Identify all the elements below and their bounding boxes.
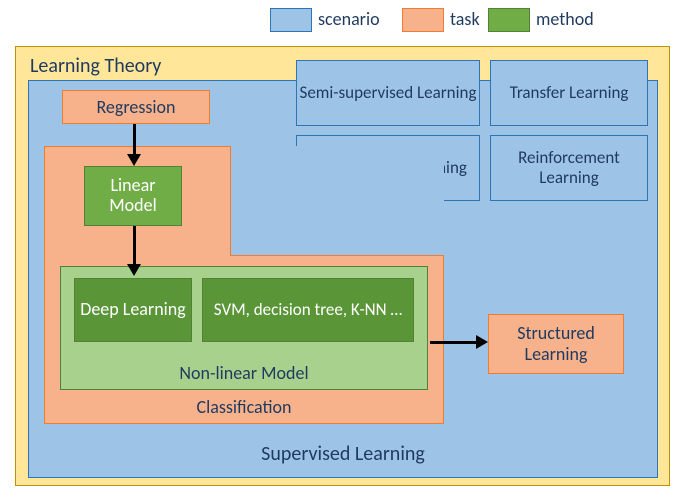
semi-supervised-box: Semi-supervised Learning <box>296 60 480 126</box>
legend-task-label: task <box>450 8 480 30</box>
learning-theory-title: Learning Theory <box>30 54 161 78</box>
arrow-nonlinear-to-structured <box>430 341 478 344</box>
reinforcement-box: Reinforcement Learning <box>490 135 648 201</box>
arrow-linear-to-deep-head <box>127 264 141 276</box>
classification-border-top <box>44 146 230 147</box>
legend-scenario-label: scenario <box>318 8 380 30</box>
regression-box: Regression <box>62 90 210 124</box>
legend-method-label: method <box>536 8 594 30</box>
legend-task-swatch <box>402 8 444 32</box>
classification-label: Classification <box>44 396 444 418</box>
arrow-linear-to-deep <box>133 226 136 266</box>
supervised-learning-label: Supervised Learning <box>28 442 658 466</box>
arrow-regression-to-linear <box>133 124 136 156</box>
nonlinear-model-label: Non-linear Model <box>60 362 428 384</box>
svm-box: SVM, decision tree, K-NN … <box>202 278 414 342</box>
linear-model-box: Linear Model <box>84 166 182 226</box>
transfer-learning-box: Transfer Learning <box>490 60 648 126</box>
classification-cutout <box>230 146 444 256</box>
arrow-regression-to-linear-head <box>127 154 141 166</box>
deep-learning-box: Deep Learning <box>74 278 192 342</box>
arrow-nonlinear-to-structured-head <box>476 335 488 349</box>
legend-scenario-swatch <box>270 8 312 32</box>
legend-method-swatch <box>488 8 530 32</box>
structured-learning-box: Structured Learning <box>488 314 624 374</box>
